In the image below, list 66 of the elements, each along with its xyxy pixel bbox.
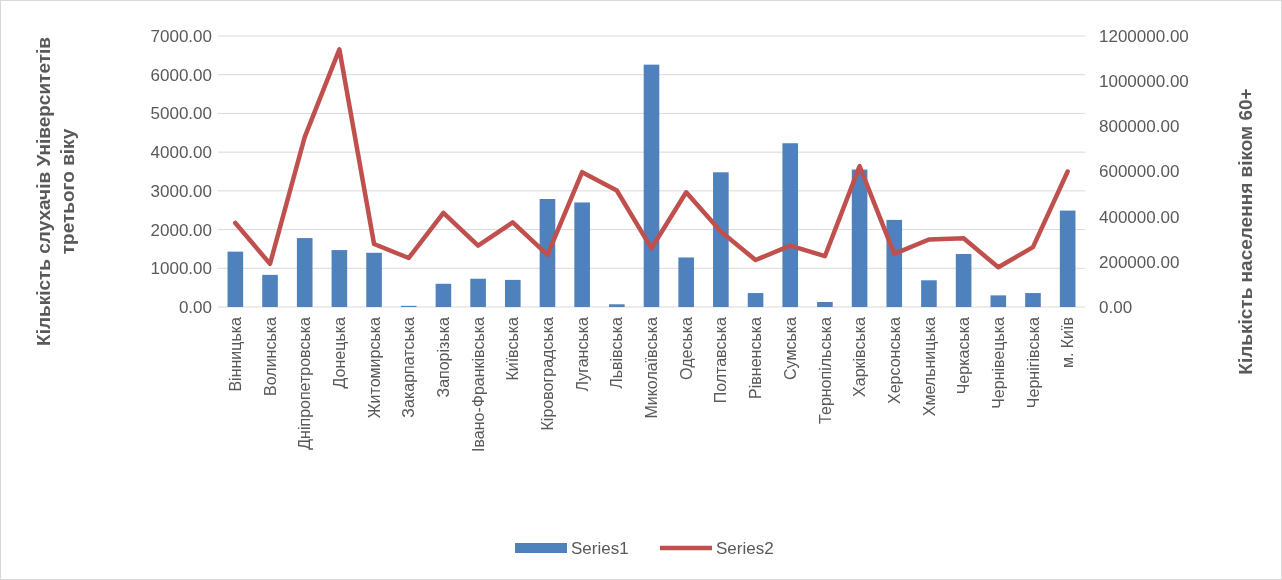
bar	[504, 279, 521, 307]
y-tick-label: 1000.00	[150, 259, 212, 279]
bar	[955, 253, 972, 307]
line-series	[233, 47, 1070, 270]
x-tick-label: Одеська	[677, 316, 695, 380]
x-tick-label: Сумська	[781, 316, 799, 380]
x-tick-label: Волинська	[261, 316, 279, 396]
y-tick-label: 6000.00	[150, 65, 212, 85]
bar	[782, 143, 799, 307]
bar	[1059, 210, 1076, 307]
bar	[574, 202, 590, 307]
y-tick-label: 0.00	[178, 297, 212, 317]
y-tick-label: 7000.00	[150, 26, 212, 46]
bar	[227, 251, 244, 307]
y-tick-label: 2000.00	[150, 220, 212, 240]
y2-tick-label: 200000.00	[1099, 252, 1180, 272]
y2-tick-label: 800000.00	[1099, 117, 1180, 137]
y-tick-label: 3000.00	[150, 181, 212, 201]
x-tick-label: Миколаївська	[643, 316, 661, 419]
x-tick-label: Кіровоградська	[539, 316, 557, 431]
y2-tick-label: 400000.00	[1099, 207, 1180, 227]
legend-label: Series1	[571, 538, 629, 558]
x-tick-label: Полтавська	[712, 316, 730, 404]
y2-tick-label: 0.00	[1099, 297, 1133, 317]
x-tick-label: Тернопільська	[816, 316, 834, 424]
x-tick-label: Закарпатська	[400, 316, 418, 418]
x-tick-label: Рівненська	[747, 316, 765, 399]
bar	[921, 280, 937, 307]
bar	[678, 257, 694, 307]
x-tick-label: м. Київ	[1059, 317, 1077, 369]
bar	[331, 250, 348, 307]
legend-label: Series2	[716, 538, 774, 558]
x-tick-label: Київська	[504, 316, 522, 381]
bar	[990, 295, 1007, 307]
x-tick-label: Чернівецька	[989, 316, 1007, 409]
y2-tick-label: 1000000.00	[1099, 72, 1189, 92]
y-axis-title: Кількість слухачів Університетів третього віку	[33, 37, 78, 346]
x-tick-label: Луганська	[573, 316, 591, 392]
bar	[435, 283, 452, 307]
x-tick-label: Вінницька	[226, 316, 244, 392]
x-tick-label: Житомирська	[365, 316, 383, 419]
bar	[1025, 293, 1041, 307]
bar	[470, 278, 486, 307]
y2-axis-title: Кількість населення віком 60+	[1235, 88, 1256, 375]
bar	[643, 64, 660, 307]
x-tick-label: Хмельницька	[920, 316, 938, 417]
x-tick-label: Львівська	[608, 316, 626, 389]
bar	[817, 301, 833, 307]
bar	[713, 172, 729, 307]
x-tick-label: Харківська	[851, 316, 869, 397]
y2-tick-label: 1200000.00	[1099, 26, 1189, 46]
x-tick-label: Дніпропетровська	[296, 316, 314, 450]
bar	[366, 252, 382, 307]
y-tick-label: 4000.00	[150, 143, 212, 163]
x-tick-label: Івано-Франківська	[469, 316, 487, 452]
bar	[609, 304, 625, 307]
x-tick-label: Чернігівська	[1024, 316, 1042, 409]
x-tick-label: Херсонська	[885, 316, 903, 404]
bar	[747, 293, 764, 307]
bar	[262, 274, 278, 307]
y2-tick-label: 600000.00	[1099, 162, 1180, 182]
x-tick-label: Черкаська	[955, 316, 973, 395]
x-tick-label: Донецька	[330, 316, 348, 389]
bar	[296, 238, 313, 307]
y-tick-label: 5000.00	[150, 104, 212, 124]
x-tick-label: Запорізька	[435, 316, 453, 398]
